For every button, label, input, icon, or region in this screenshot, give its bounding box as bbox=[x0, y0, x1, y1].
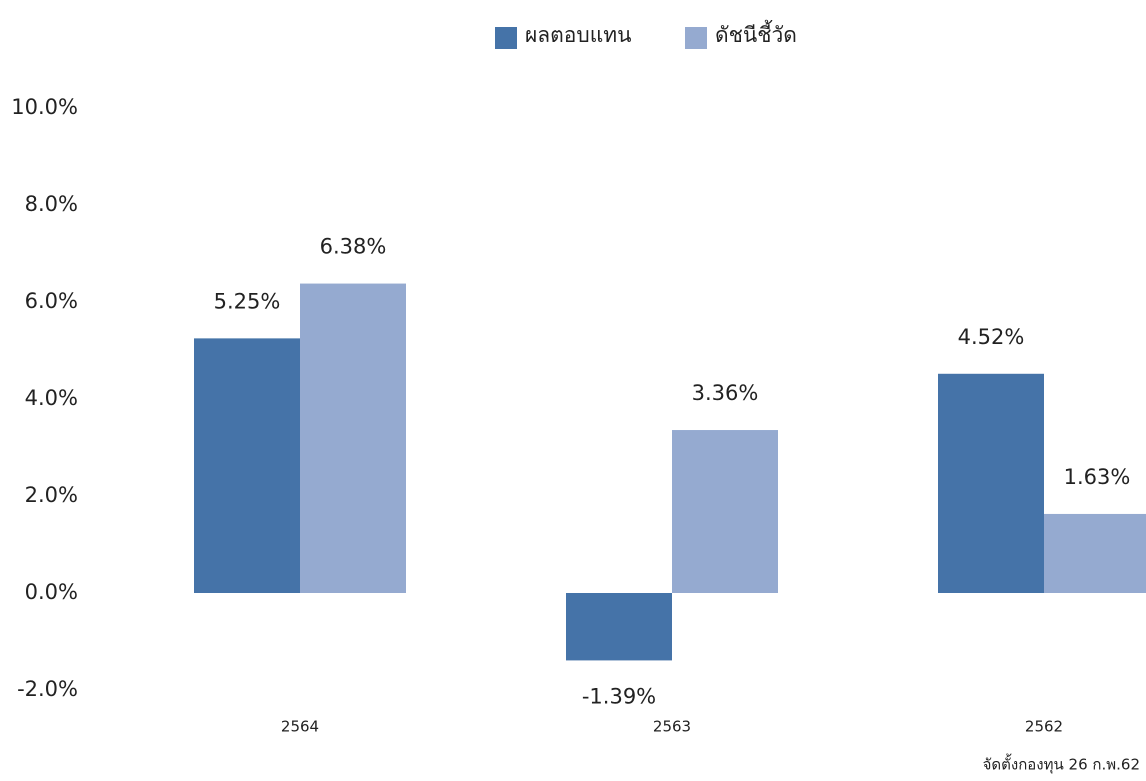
y-tick-label: 8.0% bbox=[25, 192, 78, 216]
bar bbox=[672, 430, 778, 593]
value-label: 6.38% bbox=[320, 235, 387, 259]
bar bbox=[300, 283, 406, 593]
x-tick-label: 2562 bbox=[1025, 718, 1063, 736]
y-tick-label: 0.0% bbox=[25, 580, 78, 604]
legend-label: ดัชนีชี้วัด bbox=[715, 20, 797, 47]
bar bbox=[194, 338, 300, 593]
legend-label: ผลตอบแทน bbox=[525, 23, 632, 47]
value-label: -1.39% bbox=[582, 684, 656, 708]
x-tick-label: 2563 bbox=[653, 718, 691, 736]
value-label: 5.25% bbox=[214, 289, 281, 313]
y-tick-label: 4.0% bbox=[25, 386, 78, 410]
value-label: 4.52% bbox=[958, 325, 1025, 349]
y-tick-label: 6.0% bbox=[25, 289, 78, 313]
bar bbox=[566, 593, 672, 661]
value-label: 1.63% bbox=[1064, 465, 1131, 489]
legend-swatch bbox=[685, 27, 707, 49]
value-label: 3.36% bbox=[692, 381, 759, 405]
x-tick-label: 2564 bbox=[281, 718, 319, 736]
y-tick-label: 10.0% bbox=[11, 95, 78, 119]
y-tick-label: -2.0% bbox=[17, 677, 78, 701]
legend-swatch bbox=[495, 27, 517, 49]
y-tick-label: 2.0% bbox=[25, 483, 78, 507]
bar bbox=[938, 373, 1044, 593]
annotation: จัดตั้งกองทุน 26 ก.พ.62 bbox=[983, 754, 1140, 775]
bar bbox=[1044, 513, 1146, 593]
